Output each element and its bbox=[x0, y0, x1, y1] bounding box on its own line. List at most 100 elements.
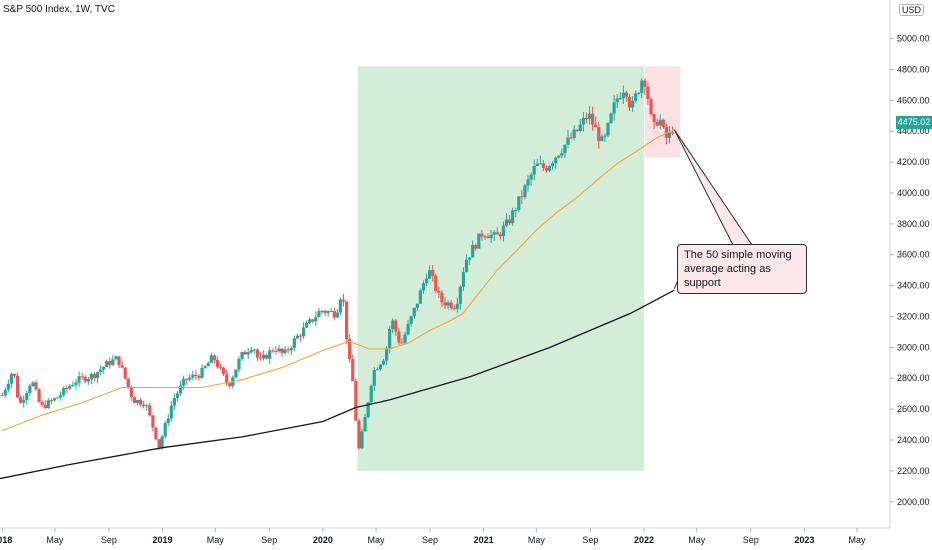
y-tick-label: 5000.00 bbox=[897, 34, 930, 44]
candle-body bbox=[369, 385, 373, 403]
candle-body bbox=[421, 283, 426, 291]
candle-body bbox=[138, 400, 143, 405]
candle-body bbox=[212, 355, 216, 361]
candle-body bbox=[477, 233, 481, 249]
y-tick-label: 3200.00 bbox=[897, 311, 930, 321]
candle-body bbox=[197, 375, 201, 378]
candle-body bbox=[624, 92, 629, 97]
candle-body bbox=[218, 367, 223, 369]
candle-body bbox=[517, 196, 521, 211]
candle-body bbox=[415, 303, 419, 308]
candle-body bbox=[572, 129, 576, 139]
candle-body bbox=[15, 375, 20, 398]
candle-body bbox=[594, 124, 598, 128]
candle-body bbox=[498, 234, 502, 237]
candle-body bbox=[649, 99, 653, 115]
candle-body bbox=[160, 436, 164, 448]
x-tick-label: May bbox=[849, 535, 867, 545]
candle-body bbox=[428, 270, 432, 279]
candlesticks bbox=[0, 78, 675, 451]
candle-body bbox=[523, 185, 527, 197]
candle-body bbox=[228, 383, 232, 387]
candle-body bbox=[12, 373, 17, 376]
candle-body bbox=[252, 349, 256, 351]
candle-body bbox=[65, 388, 69, 390]
chart-title: S&P 500 Index, 1W, TVC bbox=[3, 4, 115, 15]
candle-body bbox=[584, 117, 589, 119]
y-tick-label: 2200.00 bbox=[897, 466, 930, 476]
sma50-line bbox=[2, 129, 675, 432]
candle-body bbox=[655, 122, 659, 126]
x-tick-label: May bbox=[368, 535, 386, 545]
candle-body bbox=[3, 389, 7, 396]
candle-body bbox=[354, 381, 358, 421]
candle-body bbox=[468, 257, 472, 260]
candle-body bbox=[437, 290, 441, 293]
candle-body bbox=[43, 404, 47, 409]
candle-body bbox=[667, 132, 672, 138]
y-tick-label: 3600.00 bbox=[897, 250, 930, 260]
candle-body bbox=[569, 137, 573, 139]
callout-arrow bbox=[673, 129, 753, 246]
candle-body bbox=[111, 359, 115, 365]
candle-body bbox=[172, 398, 176, 406]
x-tick-label: May bbox=[46, 535, 64, 545]
candle-body bbox=[175, 393, 180, 399]
candle-body bbox=[221, 367, 226, 375]
candle-body bbox=[9, 373, 14, 384]
candle-body bbox=[332, 310, 336, 318]
candle-body bbox=[431, 270, 435, 276]
candle-body bbox=[329, 310, 333, 312]
candle-body bbox=[360, 431, 364, 449]
candle-body bbox=[132, 397, 137, 403]
candle-body bbox=[480, 233, 484, 237]
candle-body bbox=[326, 311, 330, 313]
candle-body bbox=[615, 98, 619, 103]
candle-body bbox=[578, 124, 582, 131]
candle-body bbox=[203, 366, 207, 368]
x-tick-label: Sep bbox=[582, 535, 598, 545]
candle-body bbox=[22, 400, 26, 403]
candle-body bbox=[123, 367, 127, 379]
y-tick-label: 3800.00 bbox=[897, 219, 930, 229]
candle-body bbox=[49, 400, 53, 402]
currency-button[interactable]: USD bbox=[899, 4, 925, 16]
candle-body bbox=[664, 127, 669, 138]
candle-body bbox=[126, 378, 130, 387]
candle-body bbox=[600, 136, 604, 141]
candle-body bbox=[83, 376, 87, 382]
candle-body bbox=[314, 317, 318, 322]
candle-body bbox=[627, 96, 632, 108]
candle-body bbox=[378, 364, 383, 370]
candle-body bbox=[295, 335, 299, 339]
candle-body bbox=[185, 378, 189, 380]
candle-body bbox=[34, 382, 38, 390]
candle-body bbox=[71, 384, 75, 387]
candle-body bbox=[384, 347, 389, 361]
candle-body bbox=[246, 352, 250, 355]
candle-body bbox=[652, 114, 656, 123]
candle-body bbox=[338, 299, 343, 313]
candle-body bbox=[206, 363, 210, 367]
y-tick-label: 4200.00 bbox=[897, 157, 930, 167]
candle-body bbox=[86, 378, 90, 382]
candle-body bbox=[6, 383, 10, 390]
x-tick-label: Sep bbox=[101, 535, 117, 545]
candle-body bbox=[148, 405, 152, 416]
candle-body bbox=[535, 163, 539, 167]
candle-body bbox=[541, 163, 546, 169]
candle-body bbox=[446, 302, 450, 306]
x-tick-label: May bbox=[688, 535, 706, 545]
x-tick-label: Sep bbox=[422, 535, 438, 545]
candle-body bbox=[388, 328, 392, 348]
candle-body bbox=[612, 102, 616, 114]
candle-body bbox=[40, 401, 44, 405]
candle-body bbox=[538, 163, 542, 165]
candle-body bbox=[80, 376, 84, 378]
candle-body bbox=[372, 369, 376, 386]
candle-body bbox=[102, 366, 106, 370]
candle-body bbox=[317, 311, 321, 318]
green-zone bbox=[357, 66, 644, 471]
candle-body bbox=[452, 307, 456, 309]
